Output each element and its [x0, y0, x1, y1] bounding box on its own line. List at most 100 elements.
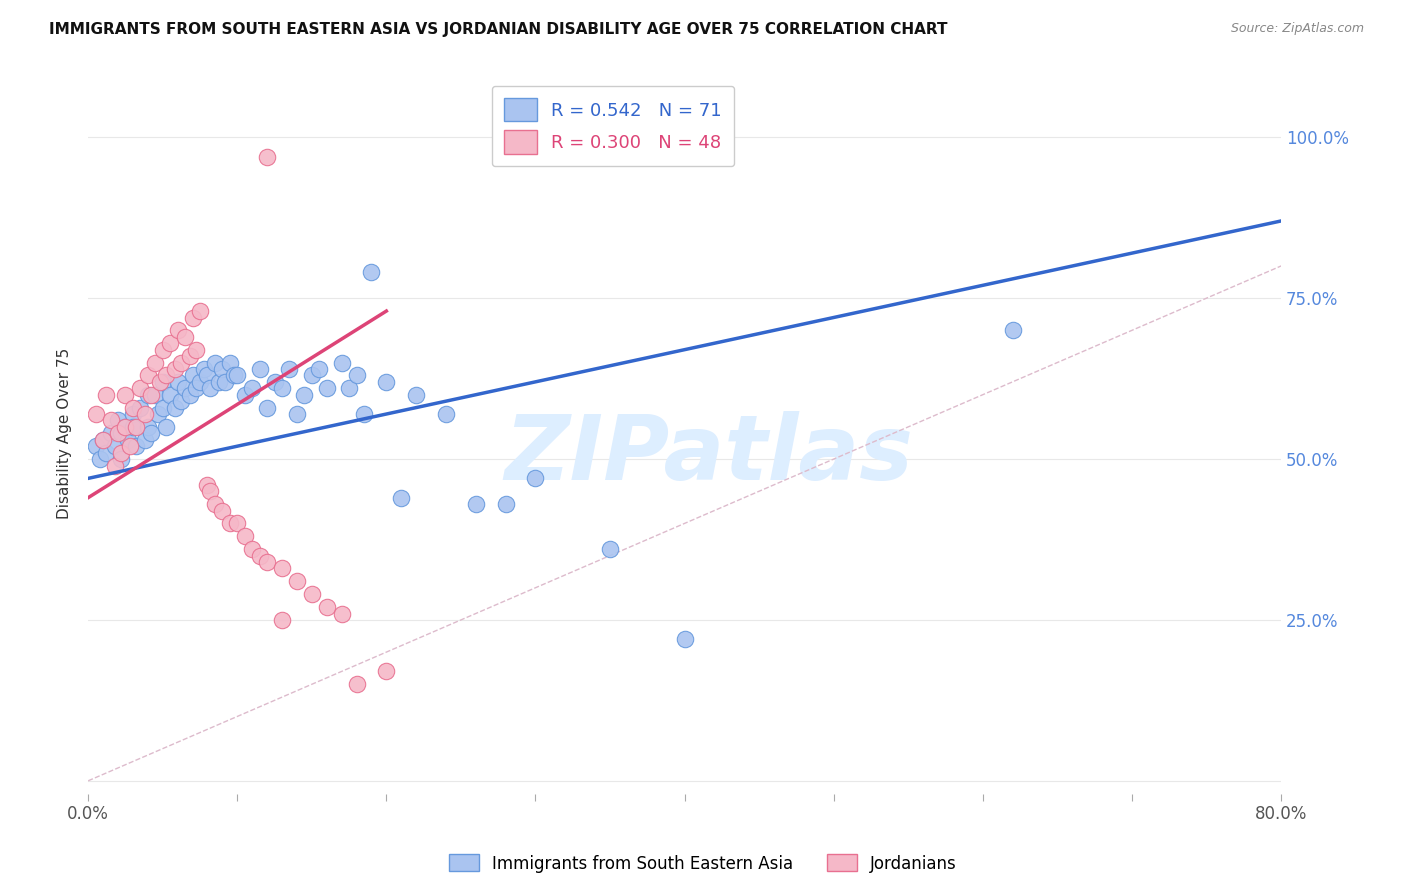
Point [405, 388, 427, 402]
Point [208, 375, 231, 389]
Point [84, 439, 107, 453]
Point [263, 375, 285, 389]
Point [136, 420, 159, 434]
Point [278, 362, 301, 376]
Point [308, 362, 330, 376]
Point [100, 426, 122, 441]
Point [122, 407, 145, 421]
Point [152, 375, 174, 389]
Point [136, 388, 159, 402]
Point [91, 433, 114, 447]
Point [169, 355, 191, 369]
Point [181, 310, 204, 325]
Point [91, 433, 114, 447]
Point [125, 420, 148, 434]
Point [89, 452, 111, 467]
Point [184, 381, 207, 395]
Point [224, 368, 246, 383]
Legend: Immigrants from South Eastern Asia, Jordanians: Immigrants from South Eastern Asia, Jord… [443, 847, 963, 880]
Point [240, 381, 263, 395]
Point [152, 343, 174, 357]
Point [233, 388, 256, 402]
Point [285, 574, 308, 589]
Point [211, 503, 233, 517]
Point [169, 394, 191, 409]
Point [464, 497, 486, 511]
Point [107, 413, 129, 427]
Point [673, 632, 696, 647]
Point [163, 401, 186, 415]
Point [163, 362, 186, 376]
Point [434, 407, 457, 421]
Point [353, 407, 375, 421]
Point [375, 665, 398, 679]
Point [179, 349, 201, 363]
Point [174, 381, 197, 395]
Point [155, 368, 177, 383]
Point [117, 433, 139, 447]
Point [285, 407, 308, 421]
Point [599, 542, 621, 557]
Point [200, 484, 222, 499]
Point [1001, 323, 1024, 337]
Point [188, 304, 211, 318]
Point [301, 368, 323, 383]
Point [218, 516, 240, 531]
Point [122, 401, 145, 415]
Point [174, 330, 197, 344]
Point [315, 381, 337, 395]
Point [143, 355, 166, 369]
Point [271, 613, 294, 627]
Point [389, 491, 412, 505]
Point [193, 362, 215, 376]
Point [197, 368, 219, 383]
Point [114, 420, 136, 434]
Point [226, 368, 249, 383]
Legend: R = 0.542   N = 71, R = 0.300   N = 48: R = 0.542 N = 71, R = 0.300 N = 48 [492, 86, 734, 166]
Point [214, 375, 236, 389]
Point [139, 388, 162, 402]
Point [301, 587, 323, 601]
Point [114, 420, 136, 434]
Point [360, 265, 382, 279]
Point [315, 600, 337, 615]
Point [107, 426, 129, 441]
Point [346, 677, 368, 691]
Point [94, 388, 117, 402]
Point [218, 355, 240, 369]
Point [226, 516, 249, 531]
Point [159, 388, 181, 402]
Point [204, 497, 226, 511]
Point [256, 401, 278, 415]
Text: Source: ZipAtlas.com: Source: ZipAtlas.com [1230, 22, 1364, 36]
Point [256, 150, 278, 164]
Point [118, 439, 141, 453]
Point [134, 433, 156, 447]
Point [249, 362, 271, 376]
Point [136, 368, 159, 383]
Point [292, 388, 315, 402]
Point [129, 401, 152, 415]
Point [495, 497, 517, 511]
Point [166, 323, 188, 337]
Point [104, 458, 127, 473]
Point [129, 381, 152, 395]
Point [148, 407, 170, 421]
Point [330, 355, 353, 369]
Point [524, 471, 547, 485]
Text: ZIPatlas: ZIPatlas [503, 411, 912, 499]
Point [184, 343, 207, 357]
Point [100, 413, 122, 427]
Point [114, 388, 136, 402]
Point [110, 426, 132, 441]
Point [110, 452, 132, 467]
Point [240, 542, 263, 557]
Point [159, 336, 181, 351]
Point [256, 555, 278, 569]
Point [204, 355, 226, 369]
Y-axis label: Disability Age Over 75: Disability Age Over 75 [58, 348, 72, 519]
Point [330, 607, 353, 621]
Point [84, 407, 107, 421]
Point [149, 375, 172, 389]
Point [139, 426, 162, 441]
